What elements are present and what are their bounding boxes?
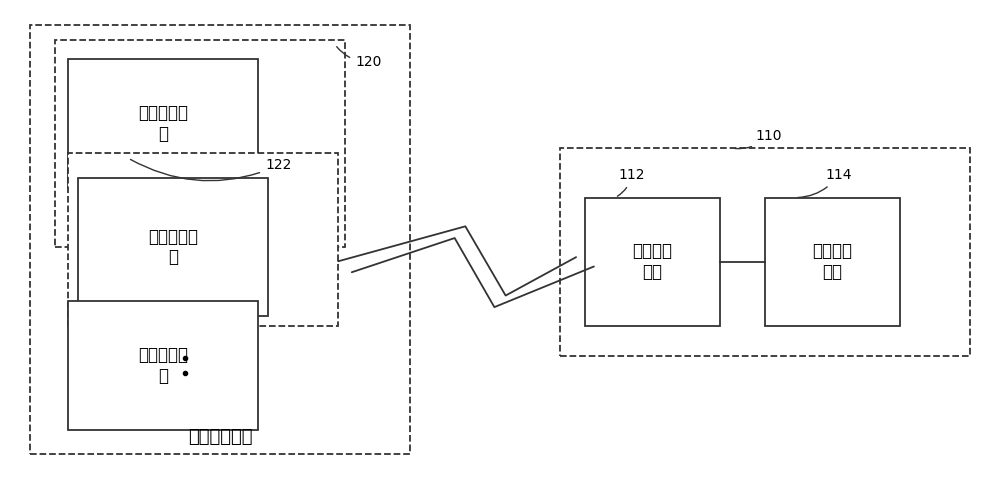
Text: 第二蓝牙模
块: 第二蓝牙模 块 — [148, 228, 198, 266]
Text: 第二蓝牙模
块: 第二蓝牙模 块 — [138, 104, 188, 143]
Bar — [30, 25, 410, 454]
Text: 物业管理区域: 物业管理区域 — [188, 428, 252, 446]
Text: 第一蓝牙
模块: 第一蓝牙 模块 — [633, 243, 672, 281]
Bar — [78, 178, 268, 316]
Text: 122: 122 — [130, 159, 291, 181]
Text: 第二蓝牙模
块: 第二蓝牙模 块 — [138, 346, 188, 385]
Text: 110: 110 — [735, 129, 782, 149]
Text: 112: 112 — [617, 168, 644, 196]
Text: 114: 114 — [798, 168, 852, 198]
Bar — [560, 148, 970, 356]
Bar — [765, 198, 900, 326]
Text: 120: 120 — [337, 46, 381, 69]
Text: 第一处理
模块: 第一处理 模块 — [812, 243, 852, 281]
Bar — [585, 198, 720, 326]
Bar — [68, 153, 338, 326]
Bar — [55, 40, 345, 247]
Bar — [68, 301, 258, 430]
Bar — [68, 59, 258, 188]
